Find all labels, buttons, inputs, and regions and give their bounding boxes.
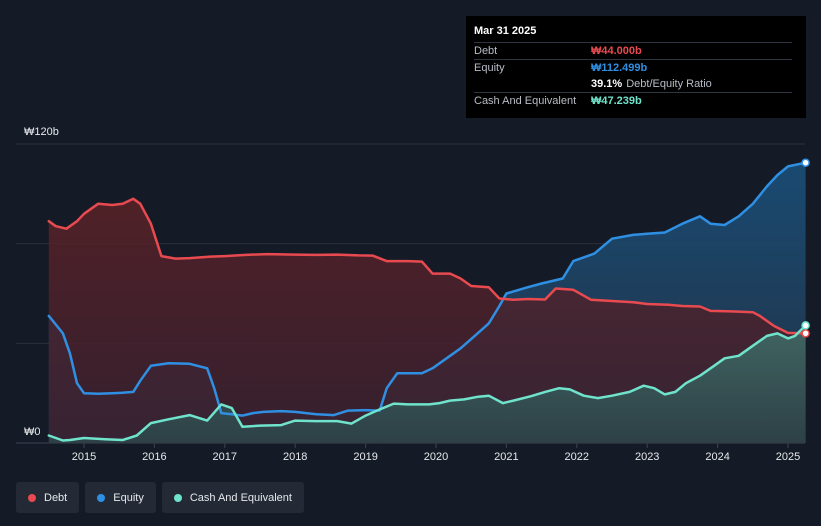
tooltip-cash-value: ₩47.239b (591, 95, 642, 107)
area-debt (48, 198, 806, 443)
area-cash (48, 325, 806, 443)
tooltip-debt-row: Debt ₩44.000b (474, 42, 792, 59)
tooltip-date: Mar 31 2025 (474, 25, 537, 37)
tooltip-panel: Mar 31 2025 Debt ₩44.000b Equity ₩112.49… (466, 16, 806, 118)
legend-label-debt: Debt (44, 491, 68, 504)
end-marker-cash (801, 321, 810, 330)
legend-dot-cash (173, 493, 182, 502)
tooltip-ratio-text: Debt/Equity Ratio (626, 78, 712, 90)
tooltip-equity-row: Equity ₩112.499b (474, 59, 792, 76)
legend-item-cash[interactable]: Cash And Equivalent (161, 482, 304, 513)
x-tick-label-2019: 2019 (353, 451, 377, 463)
x-tick-label-2015: 2015 (72, 451, 96, 463)
line-equity (47, 161, 807, 417)
legend-label-equity: Equity (113, 491, 144, 504)
line-cash (47, 324, 807, 442)
y-tick-label-max: ₩120b (24, 126, 59, 138)
legend-dot-equity (97, 493, 106, 502)
x-tick-label-2016: 2016 (142, 451, 166, 463)
x-tick-label-2017: 2017 (213, 451, 237, 463)
x-tick-label-2021: 2021 (494, 451, 518, 463)
end-marker-equity (801, 158, 810, 167)
x-tick-label-2024: 2024 (705, 451, 729, 463)
legend-item-equity[interactable]: Equity (85, 482, 156, 513)
x-tick-label-2018: 2018 (283, 451, 307, 463)
tooltip-cash-row: Cash And Equivalent ₩47.239b (474, 92, 792, 109)
y-tick-label-min: ₩0 (24, 426, 41, 438)
line-debt (47, 197, 807, 335)
tooltip-cash-label: Cash And Equivalent (474, 95, 577, 107)
x-tick-label-2022: 2022 (565, 451, 589, 463)
chart-legend: Debt Equity Cash And Equivalent (16, 482, 304, 513)
legend-dot-debt (28, 493, 36, 502)
legend-label-cash: Cash And Equivalent (189, 491, 292, 504)
x-tick-label-2023: 2023 (635, 451, 659, 463)
tooltip-equity-label: Equity (474, 62, 505, 74)
tooltip-debt-value: ₩44.000b (591, 45, 642, 57)
tooltip-ratio-value: 39.1% (591, 78, 623, 90)
legend-item-debt[interactable]: Debt (16, 482, 80, 513)
tooltip-debt-label: Debt (474, 45, 498, 57)
tooltip-ratio-row: 39.1% Debt/Equity Ratio (474, 76, 792, 92)
x-tick-label-2020: 2020 (424, 451, 448, 463)
x-tick-label-2025: 2025 (776, 451, 800, 463)
tooltip-equity-value: ₩112.499b (591, 62, 648, 74)
end-marker-debt (801, 329, 810, 338)
